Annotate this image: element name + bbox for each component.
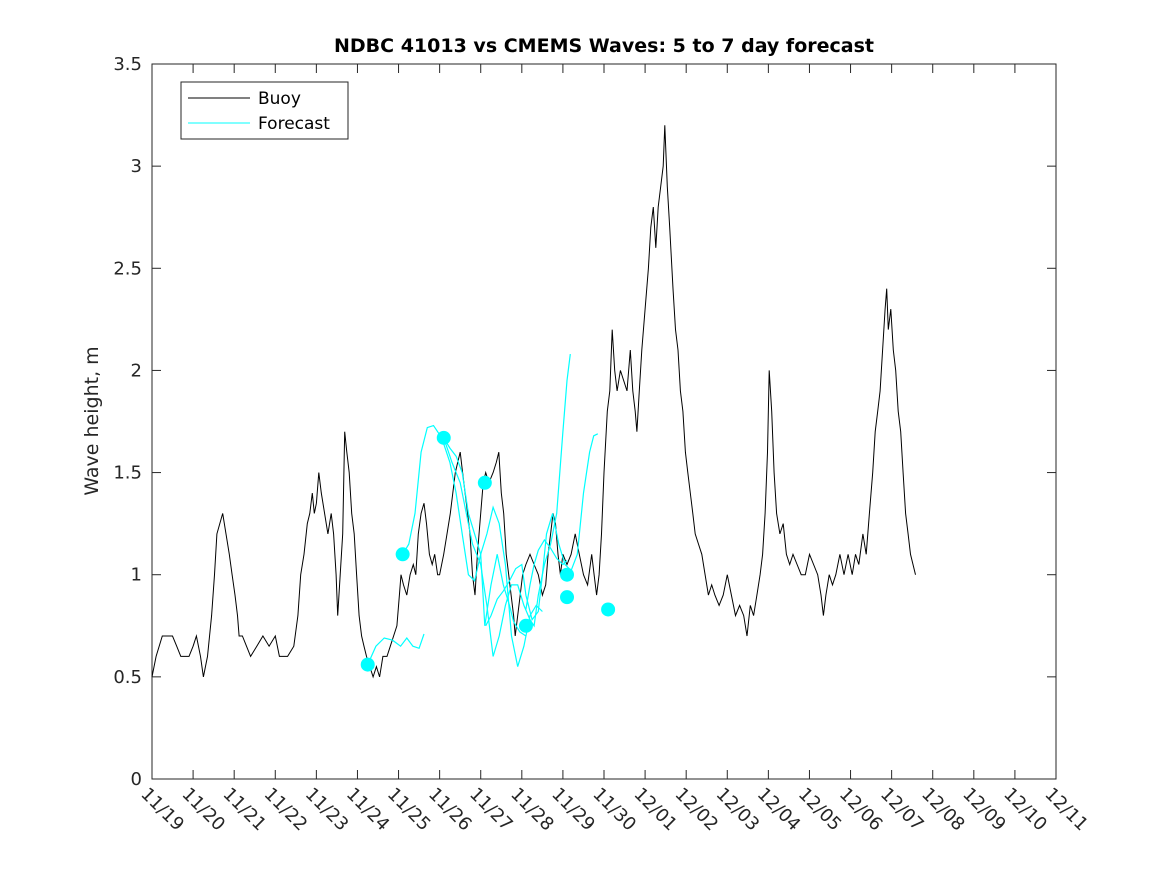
- plot-frame: [151, 63, 1057, 780]
- y-tick-label: 2: [131, 360, 142, 381]
- x-tick-label: 11/21: [219, 784, 271, 836]
- forecast-marker: [560, 590, 575, 605]
- series-line-forecast: [443, 354, 571, 657]
- x-tick-label: 12/04: [753, 784, 805, 836]
- x-tick-label: 12/03: [712, 784, 764, 836]
- x-tick-label: 12/08: [917, 784, 969, 836]
- legend-box: [180, 81, 349, 140]
- x-tick-label: 11/22: [260, 784, 312, 836]
- forecast-marker: [518, 618, 533, 633]
- y-tick-label: 2.5: [113, 258, 142, 279]
- x-tick-label: 11/25: [383, 784, 435, 836]
- x-tick-label: 11/24: [342, 784, 394, 836]
- forecast-marker: [436, 430, 451, 445]
- series-line-forecast: [367, 633, 425, 665]
- forecast-marker: [477, 475, 492, 490]
- x-tick-label: 11/23: [301, 784, 353, 836]
- forecast-marker: [560, 567, 575, 582]
- x-tick-label: 11/27: [465, 784, 517, 836]
- x-tick-label: 12/01: [630, 784, 682, 836]
- x-tick-label: 12/07: [876, 784, 928, 836]
- x-tick-label: 11/30: [588, 784, 640, 836]
- y-tick-label: 1.5: [113, 463, 142, 484]
- y-tick-label: 1: [131, 565, 142, 586]
- y-tick-label: 3.5: [113, 54, 142, 75]
- x-tick-label: 11/26: [424, 784, 476, 836]
- legend: Buoy Forecast: [180, 81, 349, 140]
- legend-label-buoy: Buoy: [258, 89, 301, 109]
- plot-area: [151, 63, 1057, 780]
- y-axis-ticks: 0 0.5 1 1.5 2 2.5 3 3.5: [113, 54, 1056, 790]
- y-tick-label: 0: [131, 769, 142, 790]
- x-tick-label: 11/28: [506, 784, 558, 836]
- x-tick-label: 11/19: [136, 784, 188, 836]
- x-tick-label: 11/29: [547, 784, 599, 836]
- x-tick-label: 12/09: [958, 784, 1010, 836]
- series-line-forecast: [525, 538, 568, 610]
- y-tick-label: 3: [131, 156, 142, 177]
- legend-label-forecast: Forecast: [258, 114, 330, 134]
- x-tick-label: 12/06: [835, 784, 887, 836]
- series-line-forecast: [402, 424, 543, 667]
- y-axis-label: Wave height, m: [81, 346, 103, 495]
- x-tick-label: 12/10: [999, 784, 1051, 836]
- forecast-marker: [601, 602, 616, 617]
- x-tick-label: 12/11: [1040, 784, 1092, 836]
- series-line-forecast: [485, 433, 599, 627]
- series-line-forecast: [443, 437, 527, 637]
- x-tick-label: 12/05: [794, 784, 846, 836]
- chart-title: NDBC 41013 vs CMEMS Waves: 5 to 7 day fo…: [334, 35, 874, 57]
- y-tick-label: 0.5: [113, 667, 142, 688]
- forecast-marker: [395, 547, 410, 562]
- x-tick-label: 11/20: [178, 784, 230, 836]
- forecast-marker: [360, 657, 375, 672]
- x-tick-label: 12/02: [671, 784, 723, 836]
- series-layer: [151, 125, 916, 679]
